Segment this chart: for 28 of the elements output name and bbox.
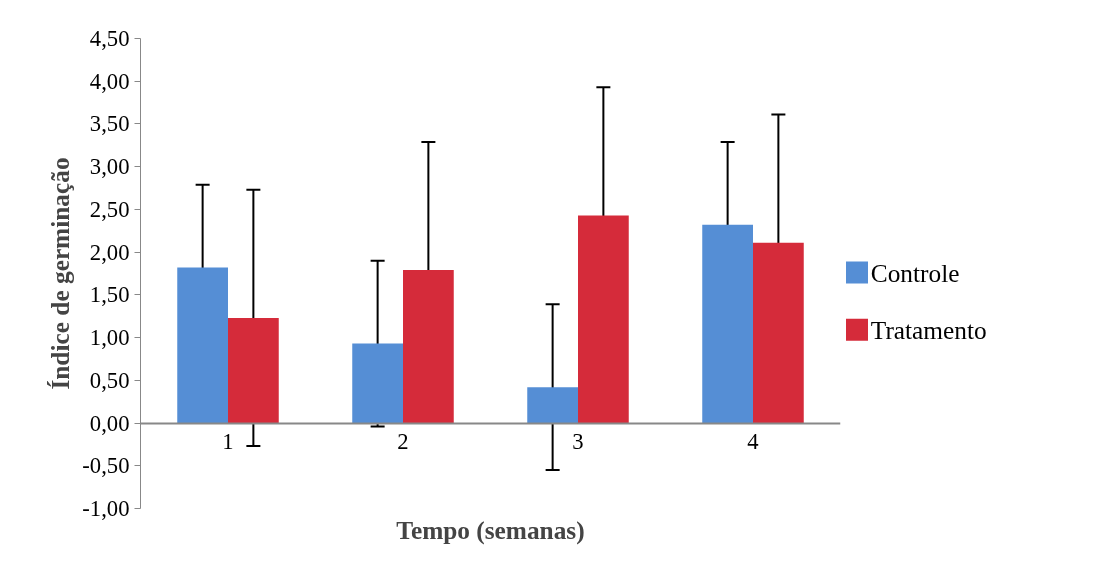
y-tick-label: 2,50 (89, 196, 130, 222)
y-tick-label: 3,00 (89, 154, 130, 180)
x-tick-label: 2 (397, 429, 409, 455)
y-axis-title: Índice de germinação (46, 157, 75, 390)
x-axis-title: Tempo (semanas) (396, 515, 585, 545)
y-tick-label: 4,00 (89, 68, 130, 94)
y-tick-label: 0,00 (89, 410, 130, 436)
x-tick-label: 1 (222, 429, 234, 455)
bar (578, 215, 629, 424)
bar (753, 242, 804, 424)
x-tick-label: 3 (572, 429, 584, 455)
y-tick-label: 3,50 (89, 111, 130, 137)
legend-label: Controle (870, 258, 960, 287)
bar (228, 317, 279, 424)
x-tick-label: 4 (747, 429, 759, 455)
bar (352, 343, 403, 424)
bar (403, 270, 454, 424)
y-tick-label: 2,00 (89, 239, 130, 265)
bar (177, 267, 228, 424)
legend-label: Tratamento (870, 315, 987, 344)
y-tick-label: 0,50 (89, 367, 130, 393)
y-tick-label: 1,00 (89, 325, 130, 351)
y-tick-label: 1,50 (89, 282, 130, 308)
bar (702, 224, 753, 424)
y-tick-label: -0,50 (82, 453, 130, 479)
y-tick-label: 4,50 (89, 26, 130, 51)
y-tick-label: -1,00 (82, 496, 130, 521)
bar (527, 387, 578, 424)
